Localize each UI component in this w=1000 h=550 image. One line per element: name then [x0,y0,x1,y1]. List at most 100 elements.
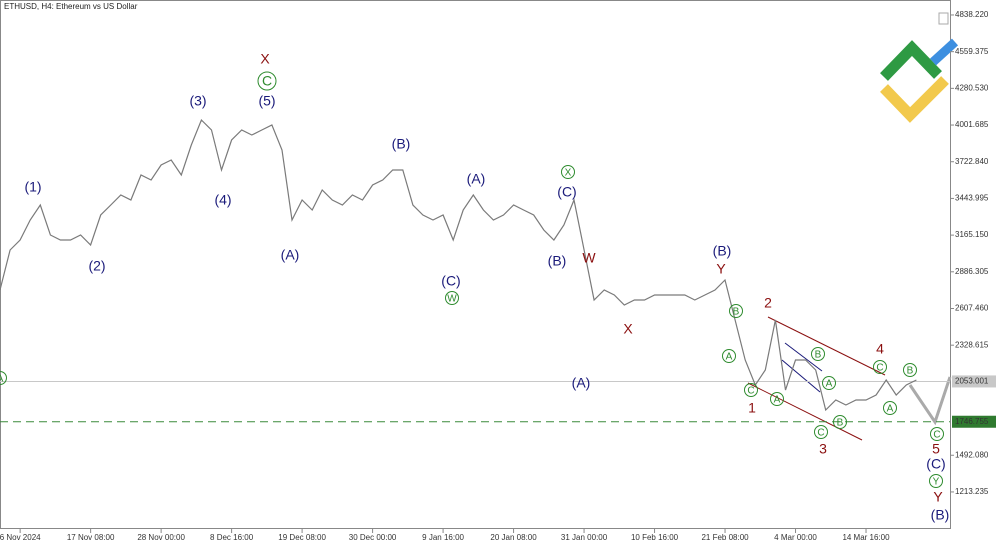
wave-circle [729,304,743,318]
channel-lower [747,382,863,441]
wave-label: (B) [713,243,732,259]
x-tick-label: 30 Dec 00:00 [349,533,397,542]
y-tick-label: 4280.530 [955,83,989,92]
level-box [952,415,996,428]
current-price-box [952,375,996,388]
wave-label: (B) [548,253,567,269]
plot-border [0,0,951,529]
wave-label: B [837,418,844,429]
x-tick-label: 31 Jan 00:00 [561,533,608,542]
wave-label: 4 [876,341,884,357]
wedge-lower [781,359,821,393]
y-tick-label: 3722.840 [955,157,989,166]
wave-circle [873,360,887,374]
x-tick-label: 17 Nov 08:00 [67,533,115,542]
level-label: 1746.755 [955,417,989,426]
wave-label: X [260,51,270,67]
x-tick-label: 20 Jan 08:00 [490,533,537,542]
wave-circle [0,371,7,385]
price-line [0,118,917,412]
wave-label: (C) [557,184,576,200]
wave-label: A [826,379,833,390]
wave-circle [770,392,784,406]
wave-label: A [774,395,781,406]
logo-yellow [880,76,949,123]
channel-upper [767,316,886,376]
trend-lines [747,316,952,441]
x-tick-label: 21 Feb 08:00 [701,533,749,542]
wave-label: (A) [572,375,591,391]
wave-label: W [447,294,457,305]
wave-label: A [726,352,733,363]
y-tick-label: 1492.080 [955,450,989,459]
wave-label: Y [933,489,943,505]
wave-circle [822,376,836,390]
wave-label: B [815,350,822,361]
x-tick-label: 4 Mar 00:00 [774,533,817,542]
y-tick-label: 1213.235 [955,487,989,496]
y-tick-label: 2886.305 [955,267,989,276]
wave-label: A [887,404,894,415]
wave-label: (A) [281,247,300,263]
y-tick-label: 4559.375 [955,47,989,56]
chart-title: ETHUSD, H4: Ethereum vs US Dollar [4,2,138,11]
wave-label: (5) [258,93,275,109]
y-tick-label: 2607.460 [955,304,989,313]
wave-label: 3 [819,441,827,457]
wave-circle [814,425,828,439]
wave-label: (B) [931,507,950,523]
x-tick-label: 28 Nov 00:00 [137,533,185,542]
wave-label: C [817,428,824,439]
y-tick-label: 2328.615 [955,340,989,349]
wave-label: C [876,363,883,374]
wave-label: 5 [932,441,940,457]
wave-circle [930,427,944,441]
wave-label: (C) [441,273,460,289]
current-price-label: 2053.001 [955,377,989,386]
wave-label: (1) [24,179,41,195]
projection [908,376,952,426]
wedge-upper [784,342,823,372]
wave-label: C [262,73,272,89]
wave-circle [445,291,459,305]
wave-label: (B) [392,136,411,152]
wave-circle [929,474,943,488]
wave-label: A [0,374,4,385]
wave-label: (A) [467,171,486,187]
wave-circle [811,347,825,361]
wave-label: 1 [748,400,756,416]
wave-label: X [565,168,572,179]
logo-blue [929,38,959,66]
wave-circle [833,415,847,429]
wave-label: B [733,307,740,318]
wave-label: (4) [214,192,231,208]
y-tick-label: 4001.685 [955,120,989,129]
x-tick-label: 6 Nov 2024 [0,533,41,542]
wave-label: X [623,321,633,337]
x-tick-label: 19 Dec 08:00 [278,533,326,542]
logo-green [880,40,942,81]
y-tick-label: 3165.150 [955,230,989,239]
x-tick-label: 9 Jan 16:00 [422,533,464,542]
y-tick-label: 3443.995 [955,194,989,203]
wave-label: (3) [189,93,206,109]
wave-circle [903,363,917,377]
wave-label: 2 [764,295,772,311]
wave-label: C [933,430,940,441]
logo [880,38,959,123]
wave-circle [883,401,897,415]
panel-icon [938,12,949,25]
y-tick-label: 4838.220 [955,10,989,19]
wave-label: B [907,366,914,377]
x-tick-label: 14 Mar 16:00 [842,533,890,542]
wave-label: W [582,250,596,266]
wave-circle [744,383,758,397]
wave-circle [722,349,736,363]
wave-label: C [747,386,754,397]
wave-label: (2) [88,258,105,274]
wave-label: Y [933,477,940,488]
wave-label: Y [716,261,726,277]
